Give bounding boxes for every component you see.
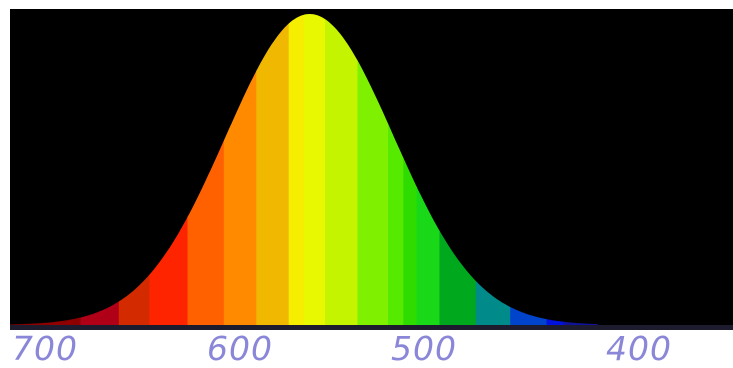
spectrum-band-11 (388, 14, 404, 325)
spectrum-band-6 (256, 14, 290, 325)
spectrum-band-16 (510, 14, 548, 325)
spectral-curve-chart (10, 14, 598, 325)
x-axis (0, 330, 733, 367)
tick-label-400: 400 (606, 329, 672, 368)
spectrum-band-12 (403, 14, 418, 325)
spectrum-band-0 (10, 14, 82, 325)
spectrum-band-17 (546, 14, 565, 325)
spectrum-band-2 (118, 14, 150, 325)
spectrum-bands (10, 14, 598, 325)
tick-label-500: 500 (391, 329, 457, 368)
x-axis-line (10, 325, 733, 330)
spectrum-band-15 (475, 14, 511, 325)
spectrum-band-4 (187, 14, 225, 325)
tick-label-600: 600 (207, 329, 273, 368)
spectrum-band-10 (357, 14, 389, 325)
spectrum-band-5 (223, 14, 257, 325)
spectrum-band-7 (288, 14, 305, 325)
spectrum-band-18 (563, 14, 598, 325)
spectrum-band-13 (416, 14, 441, 325)
spectrum-band-14 (439, 14, 477, 325)
spectrum-band-1 (80, 14, 120, 325)
tick-label-700: 700 (12, 329, 78, 368)
spectrum-band-8 (304, 14, 326, 325)
plot-area (10, 9, 733, 330)
spectrum-band-3 (149, 14, 189, 325)
spectrum-band-9 (325, 14, 359, 325)
